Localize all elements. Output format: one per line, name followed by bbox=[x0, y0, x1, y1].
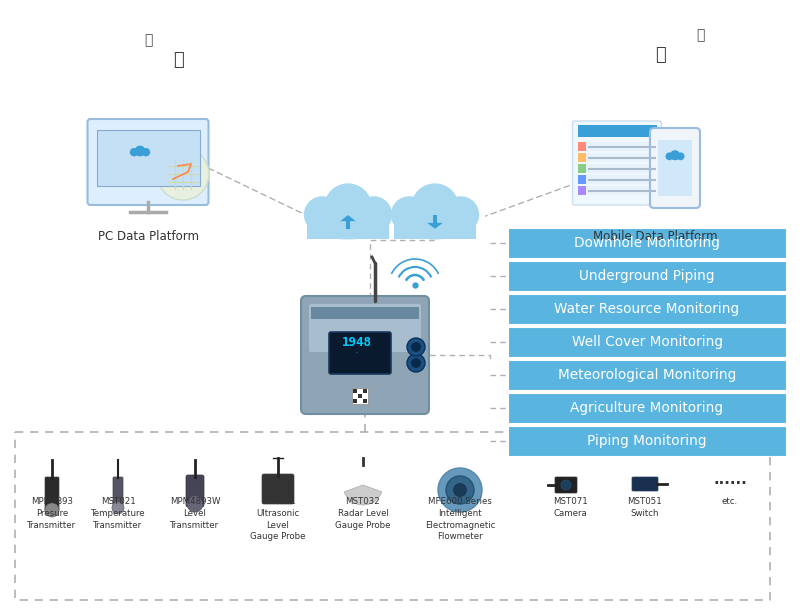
Text: 📋: 📋 bbox=[144, 33, 152, 47]
Text: ......: ...... bbox=[713, 473, 747, 487]
Circle shape bbox=[453, 483, 467, 497]
FancyBboxPatch shape bbox=[650, 128, 700, 208]
FancyBboxPatch shape bbox=[508, 261, 786, 291]
Circle shape bbox=[355, 196, 392, 233]
Text: MST021
Temperature
Transmitter: MST021 Temperature Transmitter bbox=[90, 497, 146, 530]
Circle shape bbox=[304, 196, 341, 233]
Text: MST051
Switch: MST051 Switch bbox=[628, 497, 662, 518]
Text: 1948: 1948 bbox=[342, 337, 372, 350]
Bar bbox=[578, 164, 586, 173]
FancyBboxPatch shape bbox=[508, 393, 786, 423]
Bar bbox=[311, 307, 419, 319]
Text: Meteorological Monitoring: Meteorological Monitoring bbox=[558, 368, 736, 382]
Text: Agriculture Monitoring: Agriculture Monitoring bbox=[570, 401, 723, 415]
FancyBboxPatch shape bbox=[508, 327, 786, 357]
Text: Well Cover Monitoring: Well Cover Monitoring bbox=[571, 335, 722, 349]
Bar bbox=[578, 153, 586, 162]
Text: 🏢: 🏢 bbox=[173, 51, 183, 69]
Text: MST071
Camera: MST071 Camera bbox=[553, 497, 587, 518]
FancyBboxPatch shape bbox=[309, 304, 421, 352]
Text: PC Data Platform: PC Data Platform bbox=[98, 230, 198, 243]
Circle shape bbox=[134, 146, 146, 157]
Circle shape bbox=[446, 476, 474, 504]
FancyBboxPatch shape bbox=[186, 475, 204, 507]
Bar bbox=[346, 219, 350, 229]
FancyBboxPatch shape bbox=[329, 332, 391, 374]
Text: MST031
Ultrasonic
Level
Gauge Probe: MST031 Ultrasonic Level Gauge Probe bbox=[250, 497, 306, 541]
Bar bbox=[352, 388, 368, 404]
Bar bbox=[578, 142, 586, 151]
FancyBboxPatch shape bbox=[113, 477, 123, 509]
Circle shape bbox=[411, 342, 421, 352]
FancyBboxPatch shape bbox=[573, 121, 662, 205]
Bar bbox=[363, 389, 367, 393]
Text: Underground Piping: Underground Piping bbox=[579, 269, 714, 283]
FancyBboxPatch shape bbox=[87, 119, 209, 205]
Bar bbox=[353, 399, 357, 403]
Circle shape bbox=[670, 150, 680, 160]
Circle shape bbox=[442, 196, 479, 233]
Text: Mobile Data Platform: Mobile Data Platform bbox=[593, 230, 718, 243]
Bar bbox=[353, 389, 357, 393]
Bar bbox=[658, 140, 692, 196]
Circle shape bbox=[157, 148, 209, 200]
Text: Piping Monitoring: Piping Monitoring bbox=[587, 434, 706, 448]
FancyBboxPatch shape bbox=[45, 477, 59, 511]
Polygon shape bbox=[427, 223, 443, 229]
Circle shape bbox=[112, 502, 124, 514]
Text: etc.: etc. bbox=[722, 497, 738, 506]
Text: MST032
Radar Level
Gauge Probe: MST032 Radar Level Gauge Probe bbox=[335, 497, 390, 530]
Circle shape bbox=[407, 338, 425, 356]
Bar bbox=[578, 164, 657, 173]
Text: MFE600 Series
Intelligent
Electromagnetic
Flowmeter: MFE600 Series Intelligent Electromagneti… bbox=[425, 497, 495, 541]
Text: 📊: 📊 bbox=[696, 28, 704, 42]
Circle shape bbox=[142, 148, 150, 157]
Bar bbox=[578, 175, 657, 184]
Ellipse shape bbox=[135, 152, 145, 156]
FancyBboxPatch shape bbox=[262, 474, 294, 504]
Text: MPM4893W
Level
Transmitter: MPM4893W Level Transmitter bbox=[170, 497, 220, 530]
FancyBboxPatch shape bbox=[301, 296, 429, 414]
FancyBboxPatch shape bbox=[508, 426, 786, 456]
Circle shape bbox=[677, 152, 685, 160]
Circle shape bbox=[438, 468, 482, 512]
Bar bbox=[578, 153, 657, 162]
Bar bbox=[578, 142, 657, 151]
FancyBboxPatch shape bbox=[632, 477, 658, 491]
Bar bbox=[433, 215, 438, 225]
Bar bbox=[578, 125, 657, 137]
Circle shape bbox=[411, 358, 421, 368]
FancyBboxPatch shape bbox=[508, 294, 786, 324]
FancyBboxPatch shape bbox=[508, 228, 786, 258]
Polygon shape bbox=[340, 215, 356, 221]
Circle shape bbox=[411, 183, 459, 231]
Bar bbox=[358, 394, 362, 398]
FancyBboxPatch shape bbox=[508, 360, 786, 390]
Bar bbox=[97, 130, 199, 186]
Circle shape bbox=[324, 183, 372, 231]
Circle shape bbox=[130, 148, 138, 157]
FancyBboxPatch shape bbox=[555, 477, 577, 493]
Bar bbox=[578, 175, 586, 184]
Ellipse shape bbox=[306, 205, 390, 239]
Text: 🏢: 🏢 bbox=[654, 46, 666, 64]
Text: Water Resource Monitoring: Water Resource Monitoring bbox=[554, 302, 739, 316]
Text: Downhole Monitoring: Downhole Monitoring bbox=[574, 236, 720, 250]
Text: ·: · bbox=[355, 348, 359, 358]
Bar bbox=[394, 221, 477, 239]
Bar bbox=[578, 186, 586, 195]
Bar bbox=[363, 399, 367, 403]
Text: MPM4893
Presure
Transmitter: MPM4893 Presure Transmitter bbox=[27, 497, 77, 530]
Circle shape bbox=[407, 354, 425, 372]
Ellipse shape bbox=[670, 157, 679, 160]
Circle shape bbox=[561, 480, 571, 490]
Circle shape bbox=[666, 152, 674, 160]
Circle shape bbox=[187, 496, 203, 512]
Ellipse shape bbox=[394, 205, 477, 239]
Wedge shape bbox=[344, 485, 382, 505]
Circle shape bbox=[391, 196, 428, 233]
Bar bbox=[306, 221, 390, 239]
Circle shape bbox=[45, 503, 59, 517]
Bar bbox=[578, 186, 657, 195]
